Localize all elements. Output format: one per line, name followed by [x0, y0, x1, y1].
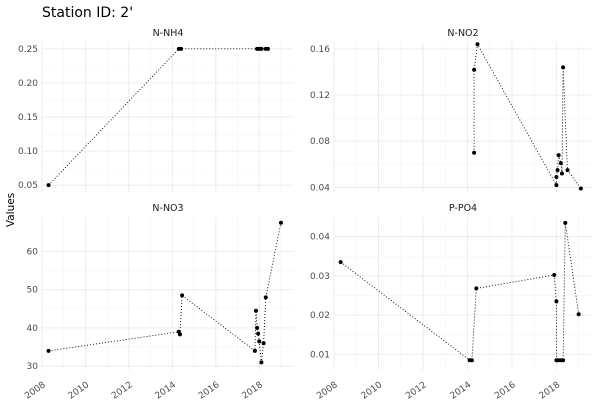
x-tick-label: 2018 — [538, 380, 563, 400]
panel-title: N-NH4 — [153, 28, 184, 39]
data-point — [554, 299, 559, 304]
panel-title: P-PO4 — [449, 203, 477, 214]
data-point — [257, 339, 262, 344]
series-line — [340, 222, 580, 361]
data-point — [475, 42, 480, 47]
data-point — [265, 46, 270, 51]
data-point — [554, 175, 559, 179]
data-point — [46, 183, 51, 188]
y-tick-label: 0.04 — [310, 183, 330, 193]
data-point — [472, 67, 477, 72]
data-point — [561, 358, 566, 363]
panel-title: N-NO3 — [152, 203, 183, 214]
y-axis-label: Values — [5, 193, 17, 227]
data-point — [259, 360, 264, 365]
x-tick-label: 2012 — [110, 380, 134, 400]
y-tick-label: 0.15 — [18, 113, 38, 123]
data-point — [472, 150, 477, 155]
data-point — [563, 220, 568, 225]
y-tick-label: 60 — [27, 247, 39, 257]
y-tick-label: 0.01 — [310, 350, 330, 360]
x-tick-label: 2008 — [23, 380, 48, 400]
y-tick-label: 0.10 — [18, 147, 38, 157]
x-tick-label: 2008 — [315, 380, 340, 400]
x-tick-label: 2012 — [404, 380, 428, 400]
data-point — [46, 348, 51, 353]
y-tick-label: 0.05 — [18, 181, 38, 191]
data-point — [558, 161, 563, 166]
y-tick-label: 40 — [27, 324, 39, 334]
data-point — [469, 358, 474, 363]
y-tick-label: 0.04 — [310, 233, 330, 243]
data-point — [263, 295, 268, 300]
panel-n-no3: N-NO3 30 40 50 60 2008 2010 2012 2014 2016 2018 — [23, 203, 294, 400]
data-point — [565, 168, 570, 173]
x-tick-label: 2016 — [493, 380, 518, 400]
x-tick-label: 2010 — [360, 380, 385, 400]
data-point — [261, 341, 266, 346]
y-tick-label: 0.08 — [310, 137, 330, 147]
data-point — [576, 312, 581, 317]
panel-n-no2: N-NO2 0.04 0.08 0.12 0.16 — [310, 28, 592, 193]
data-point — [561, 65, 566, 70]
x-tick-label: 2018 — [240, 380, 265, 400]
data-point — [555, 168, 560, 173]
x-tick-label: 2014 — [154, 380, 179, 400]
y-tick-label: 0.20 — [18, 79, 38, 89]
series-line — [48, 222, 282, 363]
x-tick-label: 2016 — [197, 380, 222, 400]
series-line — [473, 42, 582, 189]
panel-n-nh4: N-NH4 0.05 0.10 0.15 0.20 0.25 — [18, 28, 294, 192]
data-point — [552, 273, 557, 278]
data-point — [259, 46, 264, 51]
data-point — [554, 183, 559, 188]
data-point — [180, 293, 185, 298]
y-tick-label: 0.03 — [310, 272, 330, 282]
data-point — [256, 331, 261, 336]
panels: N-NH4 0.05 0.10 0.15 0.20 0.25 N-NO2 0.04 0.08 0.… — [18, 28, 592, 400]
data-point — [338, 260, 343, 265]
y-tick-label: 0.02 — [310, 311, 330, 321]
x-tick-label: 2014 — [449, 380, 474, 400]
figure-title: Station ID: 2' — [42, 5, 133, 21]
data-point — [578, 186, 583, 191]
data-point — [177, 332, 182, 337]
data-point — [179, 46, 184, 51]
y-tick-label: 0.16 — [310, 45, 330, 55]
data-point — [556, 153, 561, 158]
data-point — [252, 348, 257, 353]
panel-p-po4: P-PO4 0.01 0.02 0.03 0.04 2008 2010 2012 2014 201… — [310, 203, 592, 400]
data-point — [474, 286, 479, 291]
data-point — [253, 308, 258, 313]
y-tick-label: 0.12 — [310, 91, 330, 101]
x-tick-label: 2010 — [67, 380, 92, 400]
y-tick-label: 50 — [27, 286, 39, 296]
data-point — [559, 171, 564, 176]
y-tick-label: 30 — [27, 362, 39, 372]
panel-title: N-NO2 — [447, 28, 478, 39]
data-point — [255, 325, 260, 330]
y-tick-label: 0.25 — [18, 45, 38, 55]
data-point — [278, 220, 283, 225]
